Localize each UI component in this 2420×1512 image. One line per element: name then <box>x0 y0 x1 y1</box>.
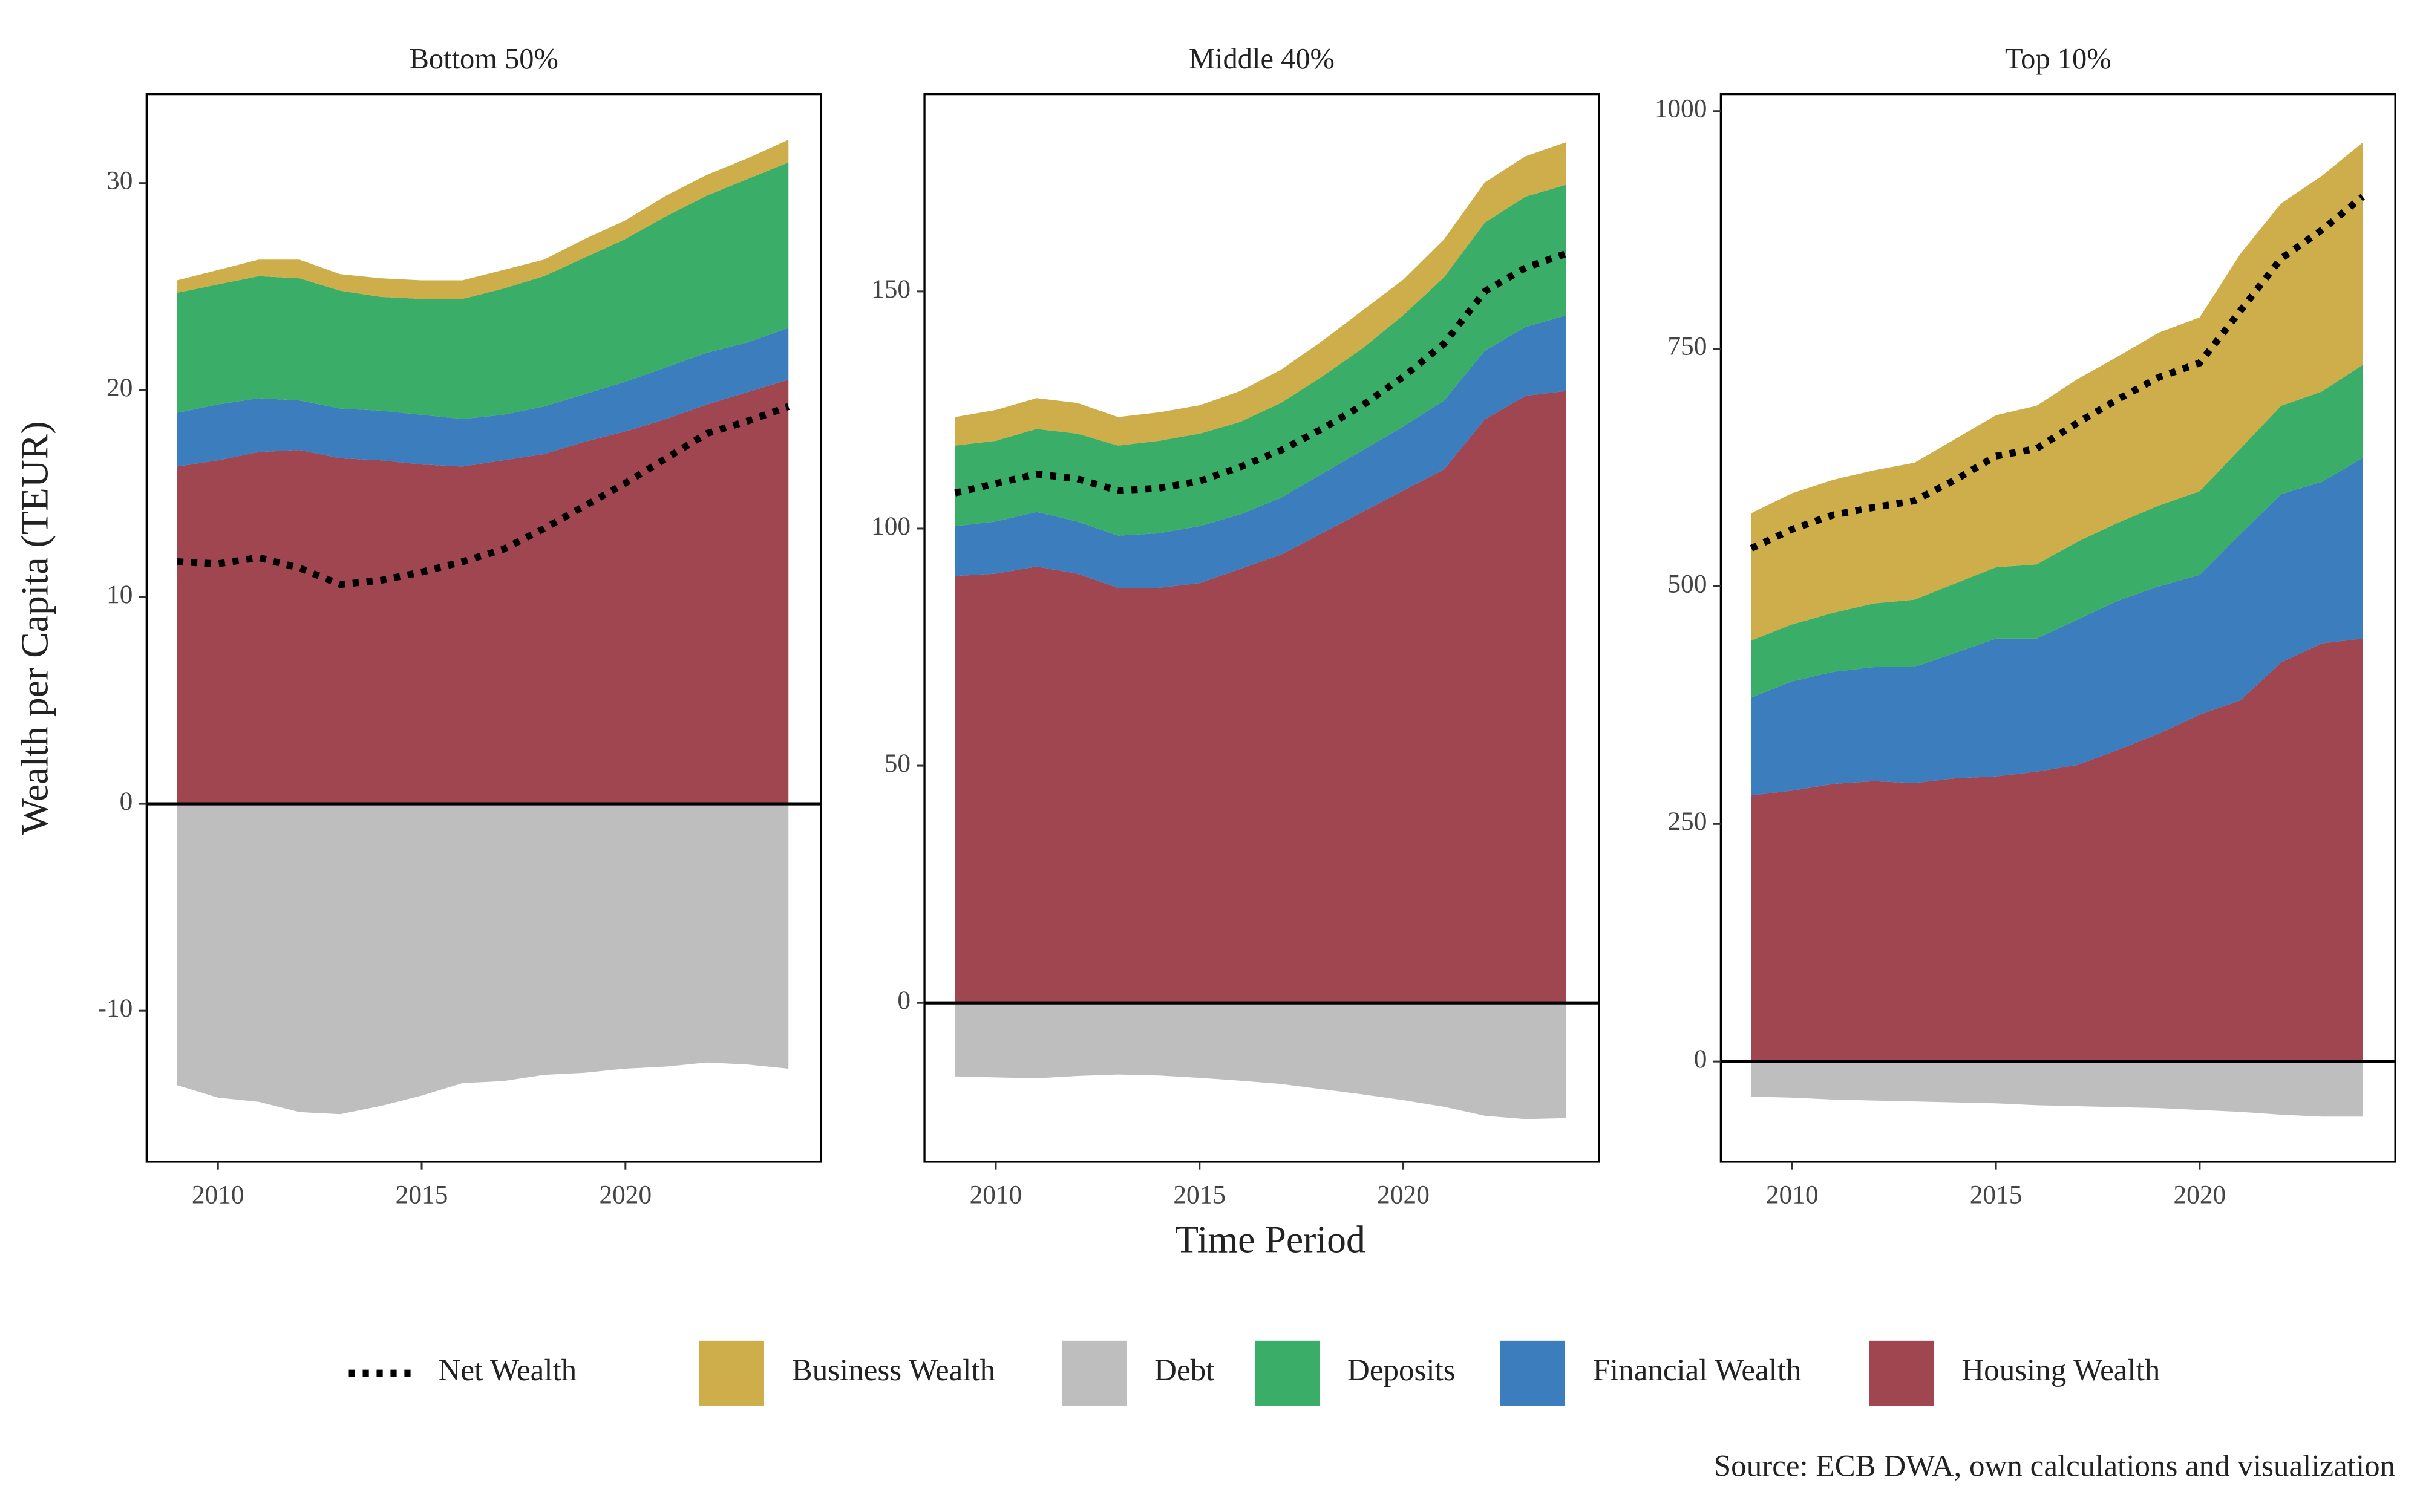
legend-label: Financial Wealth <box>1593 1354 1802 1387</box>
area <box>177 162 789 419</box>
x-tick-label: 2020 <box>1377 1181 1430 1210</box>
panel-title: Top 10% <box>2005 43 2111 75</box>
panel-title: Bottom 50% <box>410 43 558 75</box>
area <box>955 142 1566 446</box>
legend-swatch <box>1254 1340 1320 1406</box>
y-tick-label: 0 <box>897 986 911 1015</box>
x-tick-label: 2015 <box>396 1181 448 1210</box>
y-axis-label: Wealth per Capita (TEUR) <box>13 421 56 835</box>
legend-label: Housing Wealth <box>1961 1354 2160 1387</box>
x-tick-label: 2010 <box>970 1181 1022 1210</box>
legend-label: Net Wealth <box>438 1354 577 1387</box>
panel-border <box>145 93 822 1163</box>
net-wealth-line <box>1750 194 2365 552</box>
net-wealth-line <box>177 403 790 588</box>
y-tick-label: 0 <box>120 787 133 816</box>
area <box>1751 458 2363 796</box>
area <box>955 315 1566 588</box>
x-axis-label: Time Period <box>1175 1218 1365 1261</box>
x-tick-label: 2010 <box>192 1181 244 1210</box>
legend-label: Debt <box>1154 1354 1214 1387</box>
legend-swatch <box>1500 1340 1565 1406</box>
x-tick-label: 2015 <box>1970 1181 2023 1210</box>
y-tick-label: 150 <box>871 275 911 304</box>
x-tick-label: 2015 <box>1173 1181 1226 1210</box>
y-tick-label: 0 <box>1694 1044 1707 1074</box>
area <box>955 391 1566 1003</box>
legend-label: Business Wealth <box>792 1354 995 1387</box>
y-tick-label: 30 <box>106 166 132 195</box>
area <box>177 379 789 804</box>
legend-swatch <box>1062 1340 1127 1406</box>
source-note: Source: ECB DWA, own calculations and vi… <box>1714 1449 2395 1483</box>
area <box>177 328 789 467</box>
y-tick-label: 500 <box>1667 569 1707 598</box>
area <box>955 1003 1566 1119</box>
legend-swatch <box>1869 1340 1934 1406</box>
area <box>1751 638 2363 1062</box>
y-tick-label: 250 <box>1667 807 1707 836</box>
panel-title: Middle 40% <box>1189 43 1335 75</box>
y-tick-label: 100 <box>871 512 911 541</box>
y-tick-label: 750 <box>1667 332 1707 361</box>
x-tick-label: 2020 <box>599 1181 652 1210</box>
area <box>1751 142 2363 641</box>
y-tick-label: 1000 <box>1655 94 1707 123</box>
panel-border <box>923 93 1600 1163</box>
y-tick-label: 10 <box>106 580 132 609</box>
legend-swatch <box>699 1340 764 1406</box>
area <box>1751 1061 2363 1117</box>
area <box>955 184 1566 536</box>
y-tick-label: 50 <box>885 749 911 778</box>
panel-border <box>1719 93 2396 1163</box>
y-tick-label: -10 <box>98 994 133 1023</box>
x-tick-label: 2020 <box>2173 1181 2226 1210</box>
y-tick-label: 20 <box>106 373 132 402</box>
legend-label: Deposits <box>1347 1354 1456 1387</box>
x-tick-label: 2010 <box>1766 1181 1819 1210</box>
area <box>1751 365 2363 698</box>
area <box>177 804 789 1115</box>
